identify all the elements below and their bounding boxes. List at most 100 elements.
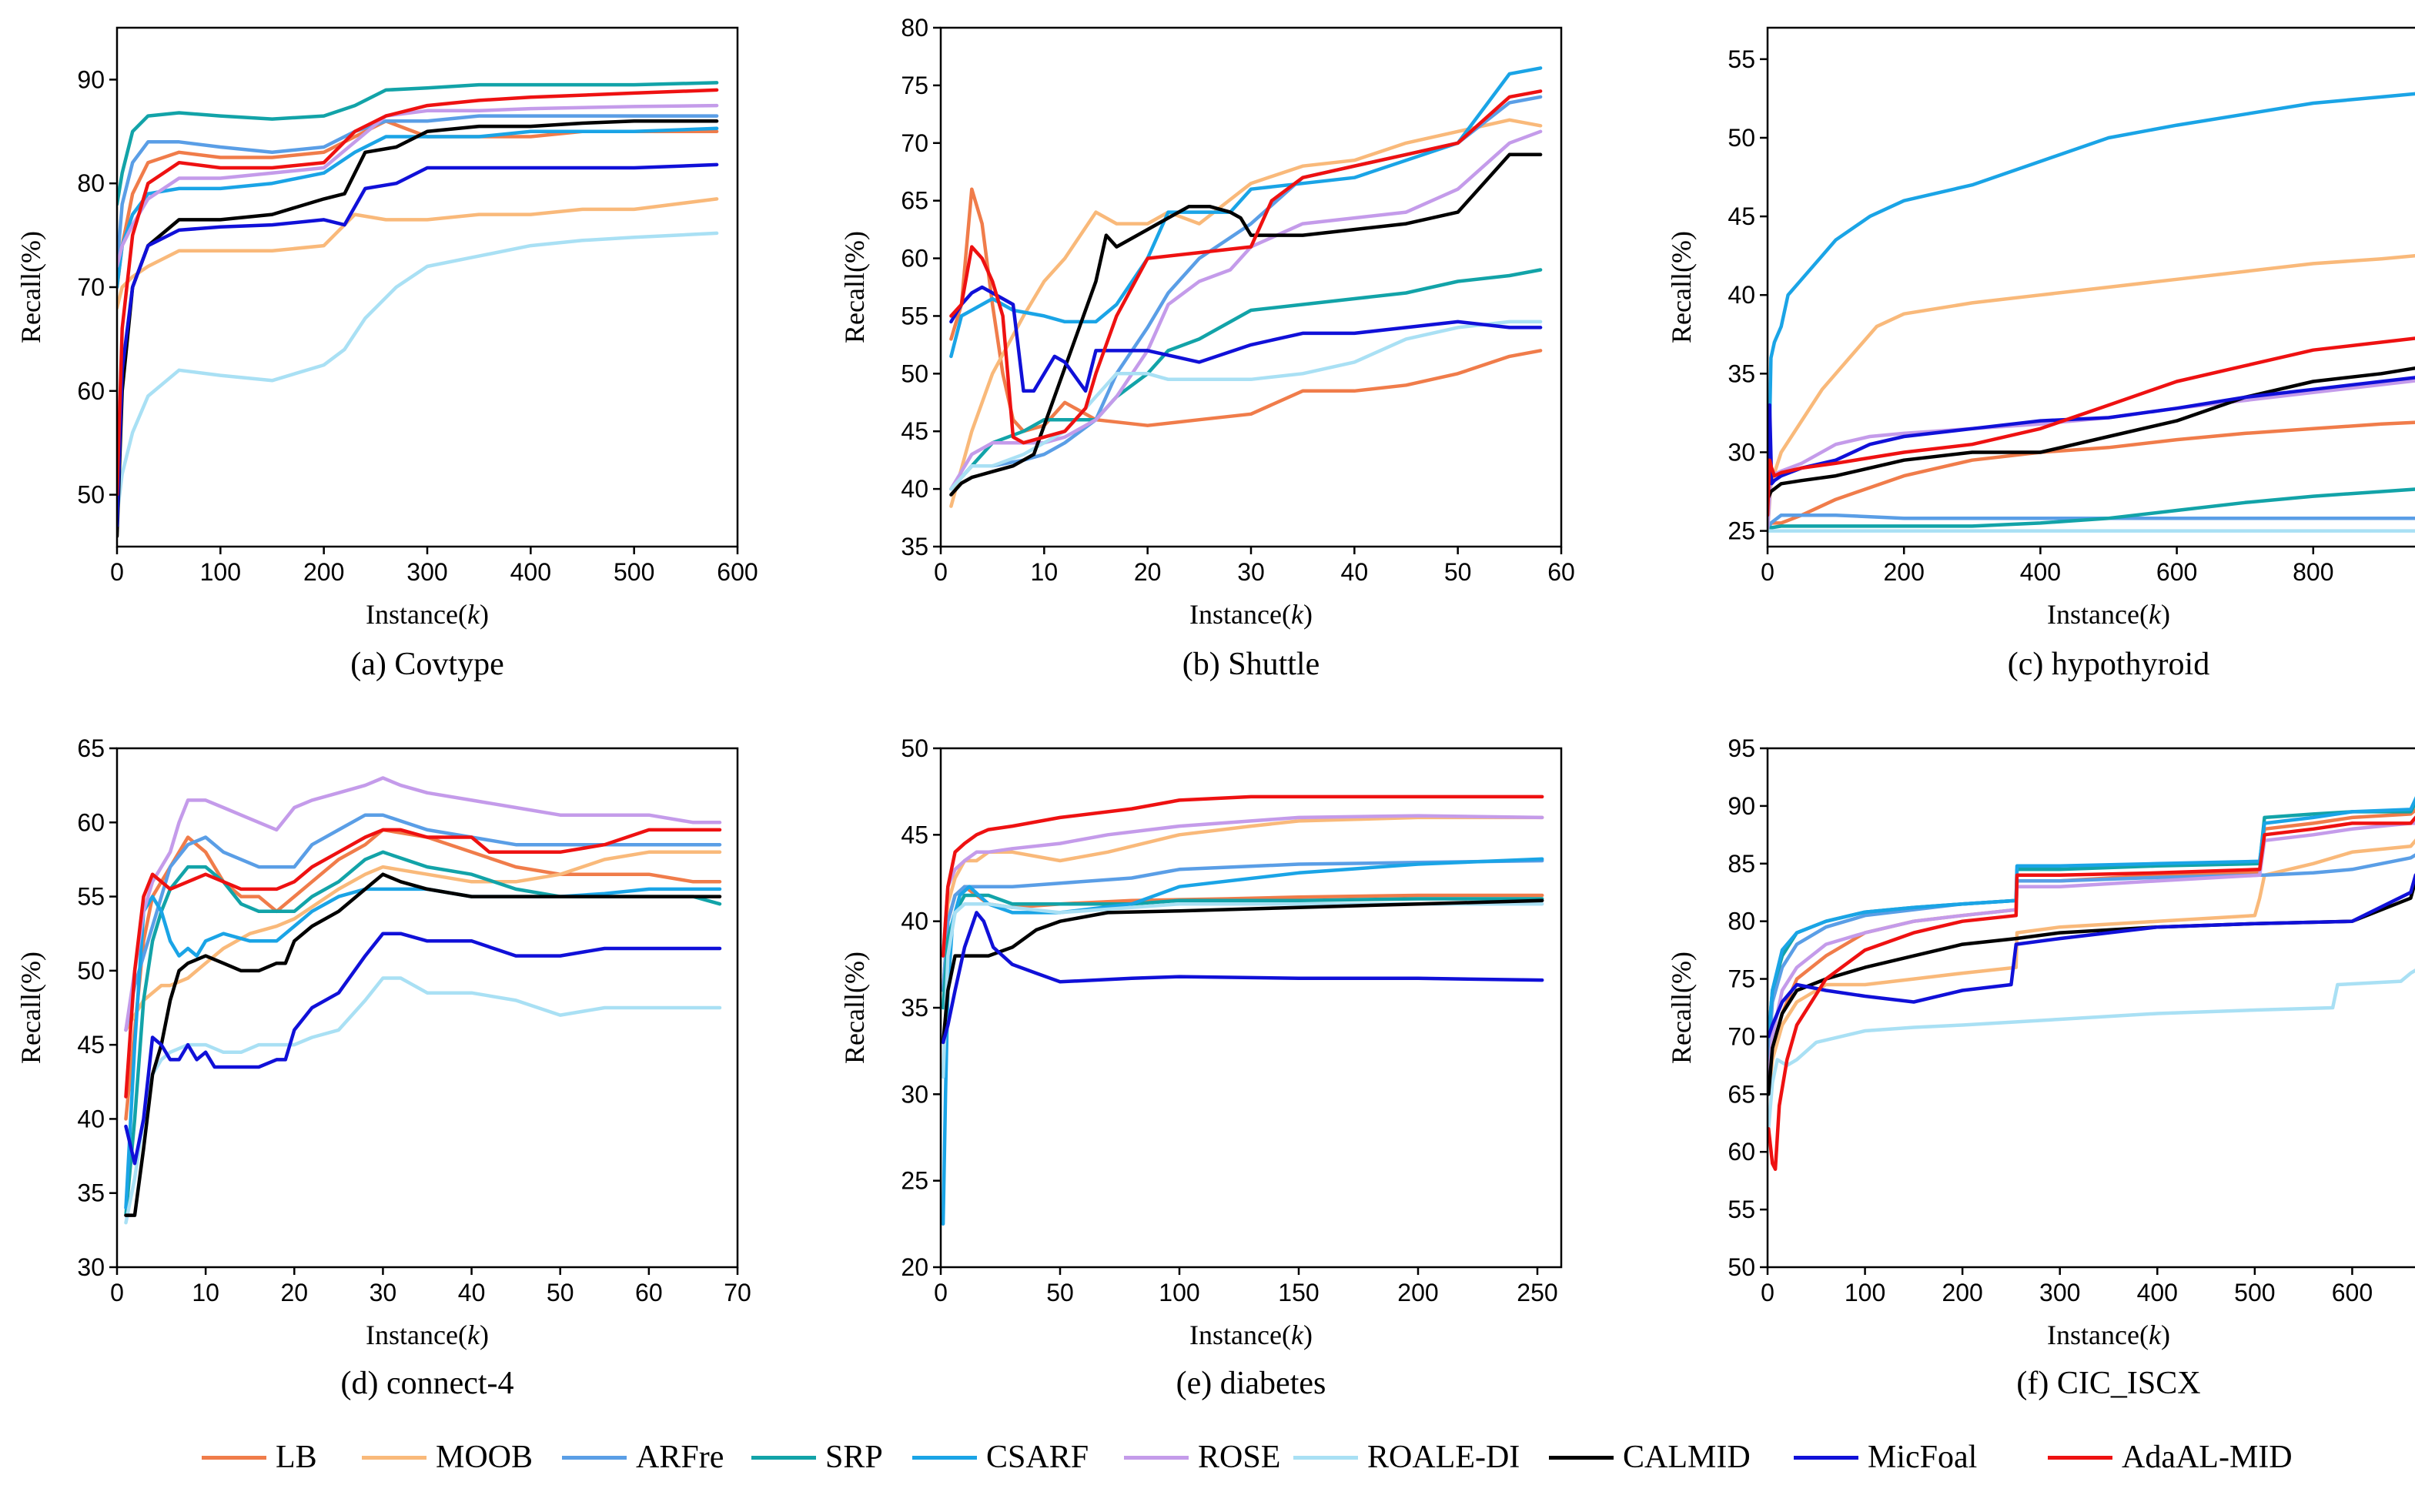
series-line-rose xyxy=(124,776,722,1032)
y-tick-label: 90 xyxy=(1728,792,1755,820)
legend-item-adaal-mid: AdaAL-MID xyxy=(2048,1430,2293,1484)
y-tick-label: 80 xyxy=(901,14,928,42)
x-tick-label: 0 xyxy=(110,1279,124,1306)
series-line-srp xyxy=(949,268,1543,491)
y-tick-label: 45 xyxy=(901,417,928,445)
legend-swatch-roale-di xyxy=(1293,1455,1358,1460)
x-axis-title: Instance(k) xyxy=(2047,599,2170,630)
y-tick-label: 60 xyxy=(77,377,105,405)
legend-swatch-moob xyxy=(362,1455,426,1460)
series-line-moob xyxy=(941,815,1544,958)
series-line-adaal-mid xyxy=(1768,336,2415,517)
chart-caption: (c) hypothyroid xyxy=(2008,647,2209,682)
y-axis-title: Recall(%) xyxy=(839,231,870,343)
x-tick-label: 250 xyxy=(1517,1279,1557,1306)
x-tick-label: 400 xyxy=(2137,1279,2178,1306)
series-line-calmid xyxy=(1768,879,2415,1096)
y-tick-label: 65 xyxy=(77,734,105,762)
series-line-lb xyxy=(1768,420,2415,533)
x-tick-label: 400 xyxy=(510,558,551,586)
x-tick-label: 200 xyxy=(1397,1279,1438,1306)
x-tick-label: 0 xyxy=(1761,1279,1774,1306)
legend-swatch-calmid xyxy=(1549,1455,1614,1460)
y-tick-label: 40 xyxy=(901,908,928,935)
x-tick-label: 10 xyxy=(192,1279,219,1306)
legend-swatch-micfoal xyxy=(1794,1455,1858,1460)
y-tick-label: 45 xyxy=(901,821,928,848)
legend-label-csarf: CSARF xyxy=(986,1440,1089,1475)
y-tick-label: 80 xyxy=(77,169,105,197)
chart-caption: (e) diabetes xyxy=(1176,1366,1326,1401)
y-tick-label: 55 xyxy=(77,883,105,911)
y-tick-label: 85 xyxy=(1728,850,1755,878)
legend-item-calmid: CALMID xyxy=(1549,1430,1751,1484)
series-line-roale-di xyxy=(1768,968,2415,1131)
y-tick-label: 30 xyxy=(1728,438,1755,466)
y-tick-label: 60 xyxy=(1728,1138,1755,1166)
series-group xyxy=(941,794,1544,1226)
series-line-srp xyxy=(117,81,719,206)
series-line-calmid xyxy=(117,119,719,538)
y-tick-label: 80 xyxy=(1728,908,1755,935)
legend-item-lb: LB xyxy=(202,1430,317,1484)
y-tick-label: 50 xyxy=(901,360,928,387)
plot-frame xyxy=(939,26,1563,548)
series-line-adaal-mid xyxy=(941,794,1544,958)
x-tick-label: 0 xyxy=(1761,558,1774,586)
x-tick-label: 0 xyxy=(934,1279,948,1306)
x-tick-label: 50 xyxy=(547,1279,574,1306)
series-line-rose xyxy=(941,814,1544,958)
series-line-moob xyxy=(1768,253,2415,533)
chart-panel-f: 0100200300400500600700505560657075808590… xyxy=(1666,734,2415,1401)
legend-item-csarf: CSARF xyxy=(912,1430,1089,1484)
y-axis-title: Recall(%) xyxy=(839,952,870,1064)
series-line-micfoal xyxy=(949,285,1543,393)
series-line-lb xyxy=(949,187,1543,433)
series-line-csarf xyxy=(1768,92,2415,533)
x-tick-label: 800 xyxy=(2293,558,2333,586)
x-tick-label: 50 xyxy=(1046,1279,1074,1306)
legend-item-srp: SRP xyxy=(751,1430,883,1484)
y-tick-label: 25 xyxy=(901,1167,928,1195)
y-tick-label: 30 xyxy=(77,1253,105,1281)
y-tick-label: 55 xyxy=(1728,1196,1755,1223)
y-tick-label: 60 xyxy=(77,808,105,836)
y-tick-label: 45 xyxy=(1728,202,1755,230)
x-axis-title: Instance(k) xyxy=(1189,1320,1313,1350)
legend-swatch-csarf xyxy=(912,1455,977,1460)
series-line-calmid xyxy=(124,872,722,1217)
series-line-lb xyxy=(117,119,719,289)
y-tick-label: 35 xyxy=(901,533,928,560)
series-line-moob xyxy=(1768,838,2415,1096)
x-tick-label: 60 xyxy=(1547,558,1575,586)
y-tick-label: 75 xyxy=(901,72,928,99)
x-tick-label: 400 xyxy=(2020,558,2061,586)
series-line-roale-di xyxy=(949,319,1543,491)
y-tick-label: 35 xyxy=(1728,360,1755,387)
x-tick-label: 40 xyxy=(1341,558,1369,586)
series-line-arfre xyxy=(949,95,1543,491)
x-tick-label: 0 xyxy=(934,558,948,586)
y-axis-title: Recall(%) xyxy=(1666,952,1697,1064)
y-tick-label: 50 xyxy=(1728,1253,1755,1281)
x-tick-label: 600 xyxy=(2332,1279,2373,1306)
legend-item-moob: MOOB xyxy=(362,1430,533,1484)
series-line-calmid xyxy=(941,898,1544,1045)
series-line-arfre xyxy=(124,813,722,1032)
series-line-moob xyxy=(124,850,722,1032)
series-line-micfoal xyxy=(941,911,1544,1045)
y-tick-label: 55 xyxy=(901,302,928,329)
y-tick-label: 50 xyxy=(1728,124,1755,152)
x-tick-label: 20 xyxy=(280,1279,308,1306)
y-tick-label: 50 xyxy=(77,481,105,509)
x-axis-title: Instance(k) xyxy=(366,599,489,630)
y-tick-label: 70 xyxy=(901,129,928,157)
chart-panel-d: 0 10 20 30 40 50 60 70 30 35 40 45 50 55 60 65 Instance(… xyxy=(15,734,751,1401)
legend-item-arfre: ARFre xyxy=(562,1430,724,1484)
legend-label-calmid: CALMID xyxy=(1623,1440,1751,1475)
legend-swatch-srp xyxy=(751,1455,816,1460)
series-group xyxy=(124,776,722,1225)
x-tick-label: 100 xyxy=(1845,1279,1885,1306)
series-line-micfoal xyxy=(1768,873,2415,1039)
series-group xyxy=(1768,796,2415,1171)
